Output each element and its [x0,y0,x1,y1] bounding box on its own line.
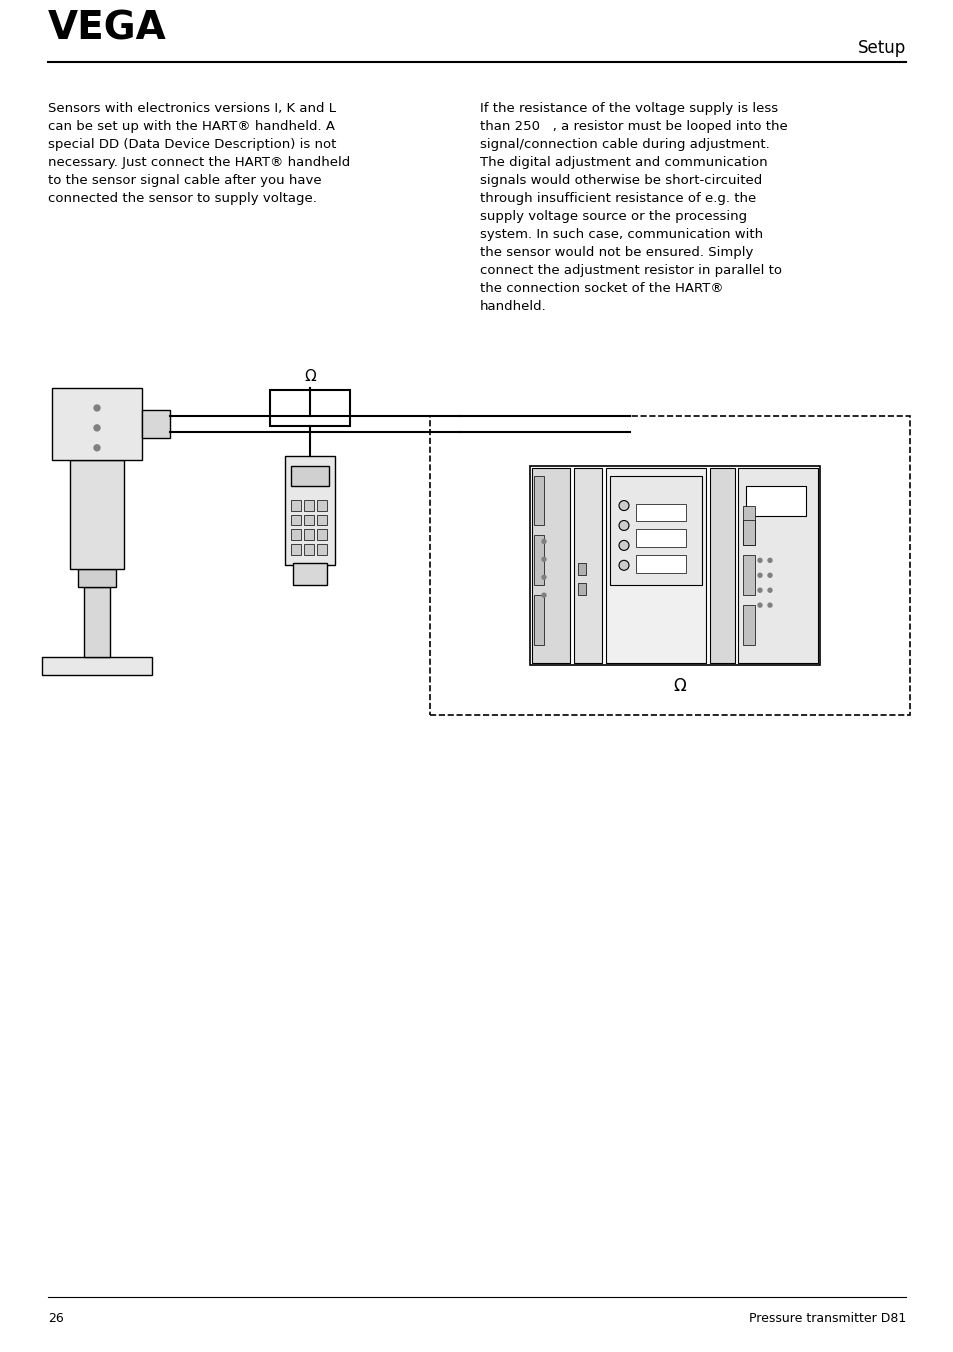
Circle shape [767,573,771,577]
Bar [316,530,327,541]
Bar [534,476,543,526]
Bar [70,460,124,569]
Circle shape [618,560,628,571]
Bar [84,587,110,657]
Bar [709,468,734,662]
Text: If the resistance of the voltage supply is less
than 250   , a resistor must be : If the resistance of the voltage supply … [479,103,787,314]
Circle shape [758,588,761,592]
Bar [304,515,314,526]
Bar [605,468,705,662]
Bar [636,530,685,548]
Circle shape [758,558,761,562]
Circle shape [541,575,545,579]
Bar [530,465,820,665]
Bar [304,500,314,511]
Text: Sensors with electronics versions I, K and L
can be set up with the HART® handhe: Sensors with electronics versions I, K a… [48,103,350,206]
Circle shape [767,588,771,592]
Bar [316,500,327,511]
Bar [742,506,754,545]
Bar [270,389,350,426]
Circle shape [758,603,761,607]
Circle shape [541,539,545,544]
Text: VEGA: VEGA [48,9,167,47]
Circle shape [767,603,771,607]
Bar [78,569,116,587]
Circle shape [618,500,628,511]
Text: Ω: Ω [304,369,315,384]
Text: 26: 26 [48,1313,64,1325]
Bar [285,456,335,565]
Bar [42,657,152,675]
Circle shape [758,573,761,577]
Bar [742,556,754,595]
Circle shape [618,521,628,530]
Circle shape [94,406,100,411]
Bar [291,530,301,541]
Bar [291,545,301,556]
Circle shape [767,558,771,562]
Circle shape [541,594,545,598]
Bar [534,535,543,585]
Bar [578,583,585,595]
Bar [578,564,585,575]
Bar [291,515,301,526]
Bar [291,500,301,511]
Bar [636,556,685,573]
Bar [142,410,170,438]
Bar [745,485,805,515]
Circle shape [94,445,100,450]
Bar [738,468,817,662]
Bar [52,388,142,460]
Circle shape [541,557,545,561]
Bar [304,545,314,556]
Bar [534,595,543,645]
Text: Ω: Ω [673,677,685,695]
Bar [609,476,701,585]
Bar [742,521,754,545]
Circle shape [618,541,628,550]
Circle shape [94,425,100,431]
Bar [316,545,327,556]
Bar [291,465,329,485]
Bar [430,416,909,715]
Bar [293,564,327,585]
Bar [742,606,754,645]
Bar [636,503,685,522]
Bar [316,515,327,526]
Bar [574,468,601,662]
Bar [532,468,569,662]
Text: Pressure transmitter D81: Pressure transmitter D81 [748,1313,905,1325]
Text: Setup: Setup [857,39,905,57]
Bar [304,530,314,541]
